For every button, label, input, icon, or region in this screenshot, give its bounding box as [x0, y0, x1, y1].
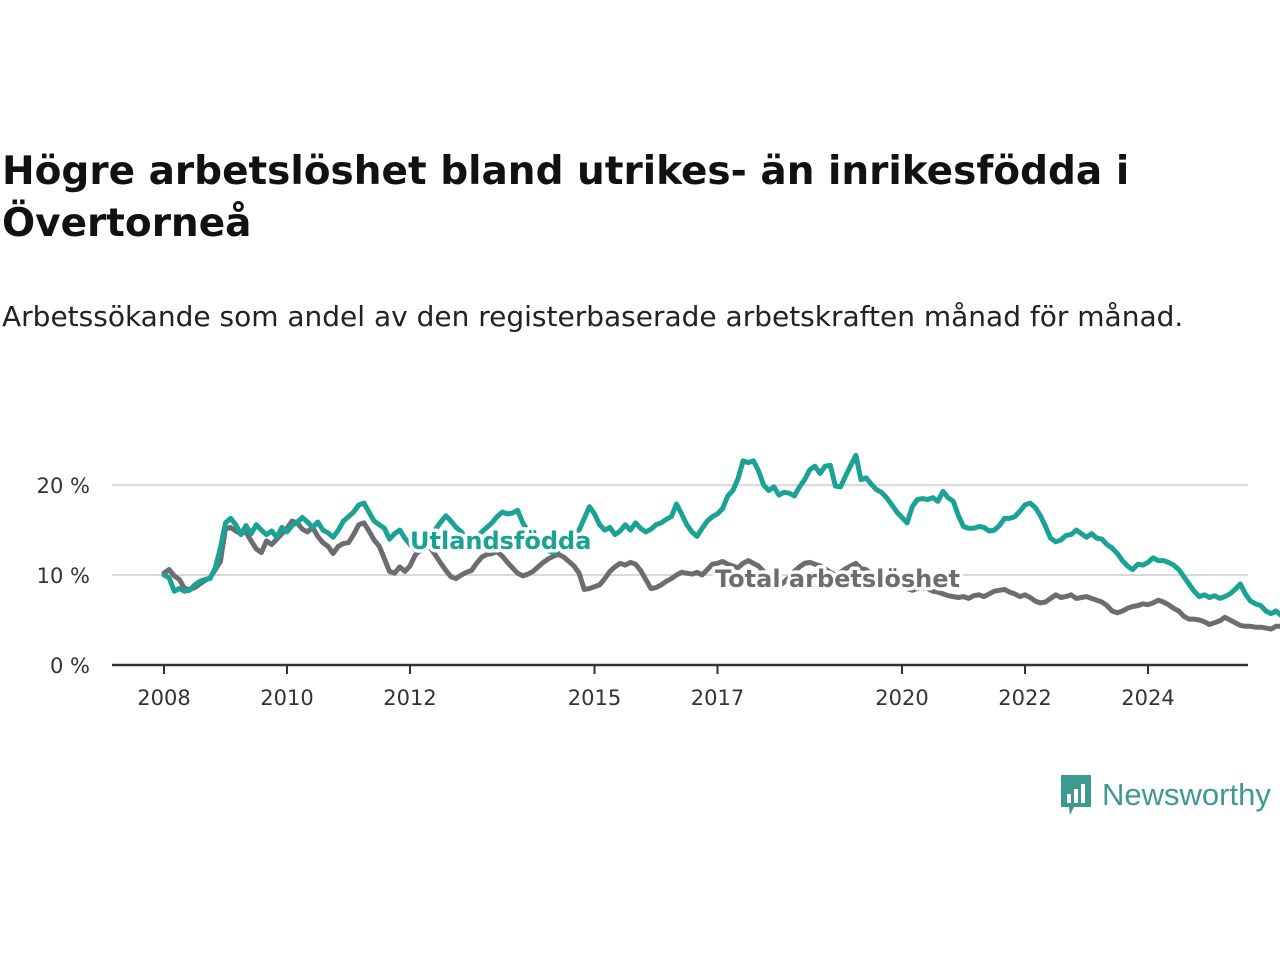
y-axis-labels: 0 % 10 % 20 %	[37, 474, 90, 678]
x-tick-label: 2012	[383, 686, 436, 710]
newsworthy-logo[interactable]: Newsworthy	[1058, 772, 1271, 818]
series-lines	[161, 452, 1280, 632]
series-label-total: Total arbetslöshet	[715, 565, 960, 593]
line-chart: 0 % 10 % 20 % 2008 2010 2012 2015 2017 2020 2022…	[37, 452, 1280, 710]
series-label-utlandsfodda: Utlandsfödda	[410, 527, 591, 555]
x-tick-label: 2010	[260, 686, 313, 710]
series-line-total	[161, 518, 1280, 632]
series-line-utlandsfodda	[161, 452, 1280, 618]
x-tick-label: 2020	[875, 686, 928, 710]
y-tick-label: 10 %	[37, 564, 90, 588]
brand-name: Newsworthy	[1102, 777, 1271, 812]
y-tick-label: 0 %	[50, 654, 90, 678]
series-label-total-halo: Total arbetslöshet	[715, 565, 960, 593]
x-tick-label: 2017	[691, 686, 744, 710]
y-tick-label: 20 %	[37, 474, 90, 498]
x-tick-label: 2008	[137, 686, 190, 710]
x-axis: 2008 2010 2012 2015 2017 2020 2022 2024	[112, 663, 1248, 710]
chart-title: Högre arbetslöshet bland utrikes- än inr…	[2, 149, 1130, 246]
series-label-utlandsfodda-halo: Utlandsfödda	[410, 527, 591, 555]
chart-subtitle: Arbetssökande som andel av den registerb…	[2, 300, 1184, 333]
x-tick-label: 2022	[998, 686, 1051, 710]
x-tick-label: 2024	[1121, 686, 1174, 710]
x-tick-label: 2015	[568, 686, 621, 710]
newsworthy-logo-icon	[1061, 775, 1091, 815]
